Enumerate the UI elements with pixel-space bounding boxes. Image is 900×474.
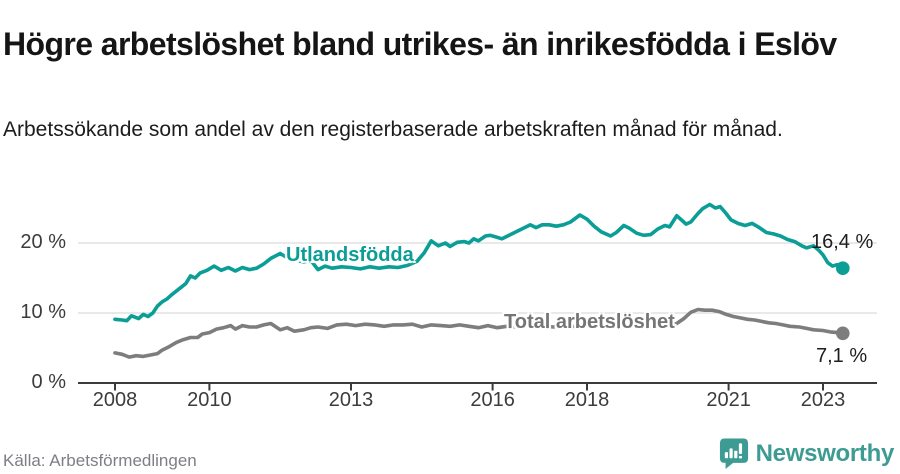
- line-chart-plot: [78, 202, 877, 391]
- y-axis-tick-label: 20 %: [20, 231, 66, 253]
- end-value-label-total: 7,1 %: [816, 345, 868, 367]
- page-title: Högre arbetslöshet bland utrikes- än inr…: [3, 26, 837, 63]
- data-line-total: [113, 307, 845, 359]
- newsworthy-logo-icon: [719, 438, 748, 469]
- data-line-utlandsfodda: [113, 202, 845, 323]
- y-axis-tick-label: 0 %: [31, 371, 66, 393]
- series-label-utlandsfodda: Utlandsfödda: [286, 244, 414, 266]
- end-value-label-utlandsfodda: 16,4 %: [811, 231, 874, 253]
- x-axis-tick-label: 2008: [92, 389, 138, 411]
- series-label-total-arbetsloshet: Total arbetslöshet: [504, 311, 675, 333]
- x-axis-tick-label: 2010: [187, 389, 232, 411]
- source-credit: Källa: Arbetsförmedlingen: [3, 451, 197, 470]
- x-axis-tick-label: 2016: [470, 389, 515, 411]
- end-dot-total: [836, 326, 850, 341]
- x-axis-tick-label: 2013: [328, 389, 374, 411]
- newsworthy-logo: Newsworthy: [719, 437, 894, 470]
- x-axis-tick-label: 2021: [706, 389, 751, 411]
- x-axis-tick-label: 2018: [564, 389, 610, 411]
- x-axis-tick-label: 2023: [800, 389, 846, 411]
- chart-subtitle: Arbetssökande som andel av den registerb…: [3, 118, 783, 141]
- newsworthy-logo-text: Newsworthy: [755, 439, 895, 467]
- end-dot-utlandsfodda: [836, 261, 850, 275]
- y-axis-tick-label: 10 %: [20, 301, 66, 323]
